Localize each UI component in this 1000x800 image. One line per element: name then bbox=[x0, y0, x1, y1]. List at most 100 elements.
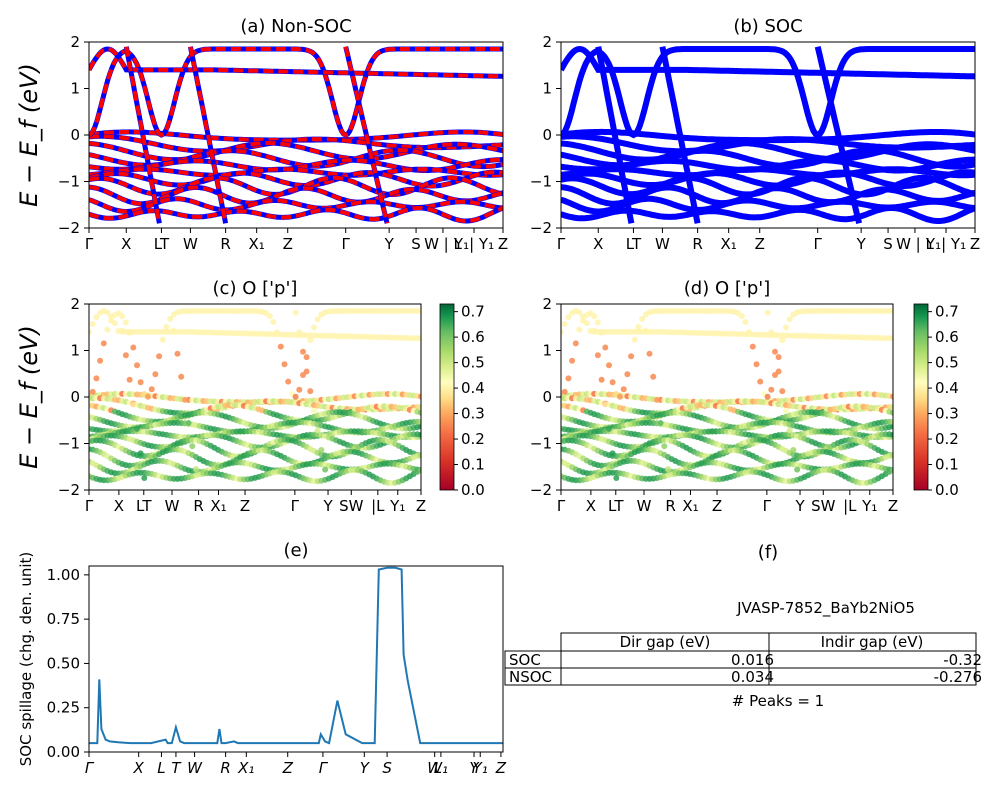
band-point bbox=[602, 401, 609, 408]
band-point bbox=[653, 396, 660, 403]
band-point bbox=[609, 450, 616, 457]
band-point bbox=[561, 328, 564, 335]
band-point bbox=[890, 335, 893, 342]
x-tick-label: LT bbox=[626, 235, 642, 253]
band-point bbox=[628, 353, 635, 360]
band-point bbox=[174, 350, 181, 357]
band-point bbox=[565, 314, 572, 321]
band-point bbox=[270, 319, 277, 325]
y-tick-label: 2 bbox=[70, 33, 80, 51]
band-point bbox=[561, 321, 568, 327]
x-tick-label: Z bbox=[416, 497, 426, 515]
band-point bbox=[100, 340, 107, 347]
band-point bbox=[141, 475, 148, 481]
x-tick-label: X₁ bbox=[721, 235, 737, 253]
row-label: NSOC bbox=[509, 668, 552, 686]
colorbar-tick-label: 0.6 bbox=[461, 328, 485, 346]
band-point bbox=[134, 362, 140, 369]
panel-title: (c) O ['p'] bbox=[213, 278, 298, 299]
x-tick-label: |L bbox=[843, 497, 857, 515]
band-point bbox=[281, 361, 288, 368]
band-point bbox=[591, 313, 598, 320]
x-tick-label: W bbox=[655, 235, 670, 253]
band-line-dashed bbox=[343, 46, 390, 224]
band-point bbox=[742, 319, 749, 325]
band-point bbox=[418, 418, 421, 425]
y-tick-label: 0.50 bbox=[47, 654, 80, 672]
band-line bbox=[659, 46, 701, 224]
band-point bbox=[418, 393, 421, 400]
x-tick-label: R bbox=[193, 497, 203, 515]
colorbar-tick-label: 0.7 bbox=[461, 303, 485, 321]
x-tick-label: Y₁ bbox=[389, 497, 405, 515]
band-point bbox=[418, 431, 421, 438]
band-point bbox=[606, 425, 612, 432]
band-point bbox=[122, 352, 129, 359]
x-tick-label: Z bbox=[888, 497, 898, 515]
band-point bbox=[307, 337, 314, 344]
band-point bbox=[764, 309, 771, 316]
band-point bbox=[749, 343, 756, 350]
band-point bbox=[591, 327, 598, 334]
band-point bbox=[314, 316, 321, 323]
band-point bbox=[661, 443, 668, 450]
band-point bbox=[890, 451, 893, 458]
band-point bbox=[296, 329, 303, 336]
band-point bbox=[292, 309, 299, 316]
band-line bbox=[814, 46, 863, 224]
band-point bbox=[300, 348, 306, 355]
band-point bbox=[768, 386, 775, 393]
colorbar bbox=[913, 303, 929, 491]
band-point bbox=[646, 350, 653, 357]
band-point bbox=[890, 467, 893, 474]
x-tick-label: Y bbox=[469, 759, 480, 777]
band-line bbox=[561, 46, 975, 139]
panel-title: (b) SOC bbox=[733, 16, 802, 37]
y-tick-label: 1 bbox=[542, 342, 552, 360]
band-point bbox=[89, 388, 96, 395]
material-name: JVASP-7852_BaYb2NiO5 bbox=[736, 599, 915, 618]
x-tick-label: X bbox=[586, 497, 596, 515]
band-point bbox=[303, 368, 310, 375]
band-point bbox=[418, 423, 421, 430]
x-tick-label: Z bbox=[282, 759, 294, 777]
colorbar-tick-label: 0.0 bbox=[935, 481, 959, 499]
band-point bbox=[322, 466, 329, 473]
colorbar-tick-label: 0.5 bbox=[461, 354, 485, 372]
x-tick-label: R bbox=[665, 497, 675, 515]
colorbar-tick-label: 0.3 bbox=[461, 405, 485, 423]
y-tick-label: 0.75 bbox=[47, 610, 80, 628]
band-point bbox=[189, 443, 196, 450]
x-tick-label: Z bbox=[495, 759, 507, 777]
y-tick-label: −2 bbox=[58, 481, 80, 499]
band-point bbox=[126, 376, 133, 383]
band-point bbox=[303, 354, 310, 361]
x-tick-label: Y bbox=[360, 759, 371, 777]
x-tick-label: X bbox=[114, 497, 124, 515]
band-point bbox=[775, 368, 782, 375]
x-tick-label: W | L bbox=[896, 235, 934, 253]
band-line-dashed bbox=[89, 167, 503, 178]
band-point bbox=[418, 335, 421, 342]
x-tick-label: T bbox=[171, 759, 182, 777]
x-tick-label: X₁ bbox=[237, 759, 254, 777]
band-point bbox=[598, 376, 605, 383]
x-tick-label: W bbox=[427, 759, 443, 777]
band-point bbox=[130, 401, 137, 408]
band-point bbox=[145, 393, 151, 400]
band-point bbox=[89, 321, 96, 327]
band-line bbox=[561, 205, 975, 224]
band-point bbox=[665, 466, 671, 473]
band-point bbox=[565, 375, 572, 382]
band-point bbox=[639, 315, 646, 322]
x-tick-label: W bbox=[637, 497, 652, 515]
y-tick-label: −1 bbox=[530, 173, 552, 191]
band-point bbox=[418, 451, 421, 458]
plot-area bbox=[561, 308, 893, 486]
plot-area bbox=[89, 46, 503, 224]
colorbar-tick-label: 0.7 bbox=[935, 303, 959, 321]
band-point bbox=[89, 328, 92, 335]
x-tick-label: Γ bbox=[814, 235, 823, 253]
band-point bbox=[624, 371, 631, 378]
